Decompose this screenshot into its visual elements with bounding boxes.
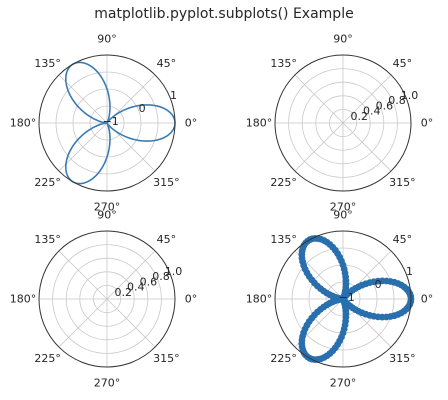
angle-tick-label: 90°: [97, 33, 117, 46]
radial-tick-label: 0.6: [376, 99, 394, 112]
radial-tick-label: 0.4: [127, 281, 145, 294]
radial-gridline: [328, 109, 357, 138]
angular-gridline: [58, 250, 108, 300]
angular-gridline: [106, 250, 156, 300]
angle-tick-label: 270°: [94, 377, 121, 390]
angle-tick-label: 180°: [246, 293, 273, 306]
radial-gridline: [301, 81, 385, 165]
radial-tick-label: 0.8: [388, 94, 406, 107]
angular-gridline: [342, 122, 392, 172]
angle-tick-label: 90°: [333, 209, 353, 222]
angle-tick-label: 135°: [34, 57, 61, 70]
angle-tick-label: 0°: [421, 117, 434, 130]
angle-tick-label: 0°: [185, 293, 198, 306]
angular-gridline: [342, 74, 392, 124]
radial-tick-label: 0.2: [115, 286, 133, 299]
angle-tick-label: 135°: [270, 57, 297, 70]
polar-subplot-3: 0° 45° 90° 135° 180° 225° 270° 315° 0.20.40.60.8…: [10, 209, 198, 390]
radial-tick-label: −1: [103, 115, 119, 128]
radial-tick-label: 0: [375, 278, 382, 291]
angle-tick-label: 0°: [185, 117, 198, 130]
angle-tick-label: 135°: [270, 233, 297, 246]
angular-gridline: [294, 74, 344, 124]
series-line: [64, 61, 176, 185]
angular-gridline: [294, 122, 344, 172]
radial-tick-label: 0.2: [351, 110, 369, 123]
radial-tick-label: 0.8: [152, 270, 170, 283]
angle-tick-label: 45°: [157, 57, 177, 70]
radial-gridline: [65, 257, 149, 341]
polar-subplot-1: 0° 45° 90° 135° 180° 225° 270° 315° −1 0 1: [10, 33, 198, 214]
angle-tick-label: 45°: [393, 57, 413, 70]
angle-tick-label: 315°: [153, 352, 180, 365]
radial-tick-label: 0.6: [140, 275, 158, 288]
radial-tick-label: 1.0: [401, 89, 419, 102]
radial-gridline: [79, 271, 135, 327]
angle-tick-label: 270°: [330, 377, 357, 390]
angle-tick-label: 180°: [10, 117, 37, 130]
angle-tick-label: 180°: [246, 117, 273, 130]
angle-tick-label: 225°: [270, 352, 297, 365]
polar-subplot-2: 0° 45° 90° 135° 180° 225° 270° 315° 0.20.40.60.8…: [246, 33, 434, 214]
radial-gridline: [93, 284, 122, 313]
radial-gridline: [288, 68, 398, 178]
angle-tick-label: 315°: [389, 352, 416, 365]
angle-tick-label: 45°: [157, 233, 177, 246]
polar-frame: [274, 230, 412, 368]
angle-tick-label: 135°: [34, 233, 61, 246]
angle-tick-label: 225°: [34, 352, 61, 365]
angle-tick-label: 45°: [393, 233, 413, 246]
angle-tick-label: 225°: [270, 176, 297, 189]
radial-gridline: [52, 244, 162, 354]
radial-gridline: [89, 105, 125, 141]
radial-tick-label: 1: [406, 265, 413, 278]
angle-tick-label: 315°: [153, 176, 180, 189]
polar-frame: [274, 54, 412, 192]
polar-frame: [38, 230, 176, 368]
radial-tick-label: 1.0: [165, 265, 183, 278]
radial-gridline: [55, 71, 159, 175]
radial-tick-label: 0.4: [363, 105, 381, 118]
radial-tick-label: 0: [139, 102, 146, 115]
radial-tick-label: −1: [339, 291, 355, 304]
radial-tick-label: 1: [170, 89, 177, 102]
angle-tick-label: 270°: [94, 201, 121, 214]
angle-tick-label: 90°: [97, 209, 117, 222]
angular-gridline: [106, 298, 156, 348]
angle-tick-label: 90°: [333, 33, 353, 46]
polar-subplot-4: 0° 45° 90° 135° 180° 225° 270° 315° −1 0 1: [246, 209, 434, 390]
angle-tick-label: 0°: [421, 293, 434, 306]
figure-title: matplotlib.pyplot.subplots() Example: [94, 6, 353, 22]
angular-gridline: [58, 298, 108, 348]
angle-tick-label: 315°: [389, 176, 416, 189]
radial-gridline: [315, 95, 371, 151]
angle-tick-label: 225°: [34, 176, 61, 189]
angle-tick-label: 270°: [330, 201, 357, 214]
angle-tick-label: 180°: [10, 293, 37, 306]
radial-gridline: [291, 247, 395, 351]
polar-frame: [38, 54, 176, 192]
